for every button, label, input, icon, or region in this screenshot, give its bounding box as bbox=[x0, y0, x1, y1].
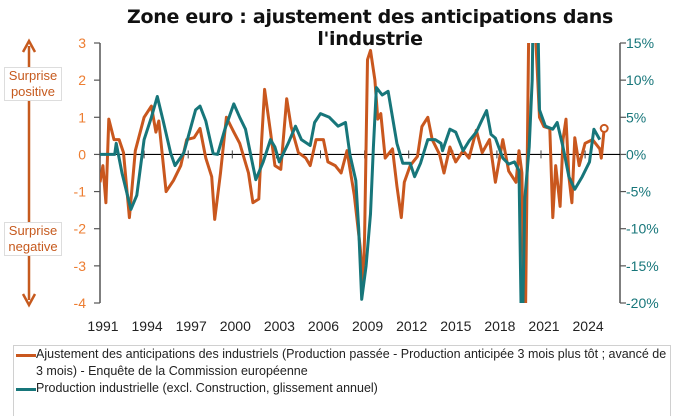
last-point-marker bbox=[599, 123, 609, 133]
right-tick-label: 0% bbox=[626, 146, 646, 162]
x-tick-label: 2024 bbox=[573, 318, 604, 334]
right-tick-label: 15% bbox=[626, 35, 654, 51]
legend-swatch-teal bbox=[16, 388, 36, 391]
x-tick-label: 2000 bbox=[220, 318, 251, 334]
left-tick-label: 1 bbox=[78, 109, 86, 125]
legend-label: Production industrielle (excl. Construct… bbox=[36, 381, 378, 395]
left-tick-label: 0 bbox=[78, 146, 86, 162]
left-tick-label: -4 bbox=[74, 295, 87, 311]
legend-swatch-orange bbox=[16, 354, 36, 357]
right-tick-label: -5% bbox=[626, 184, 651, 200]
x-tick-label: 2006 bbox=[308, 318, 339, 334]
x-tick-label: 1994 bbox=[132, 318, 163, 334]
legend-item-anticipations: Ajustement des anticipations des industr… bbox=[14, 346, 670, 380]
x-tick-label: 2015 bbox=[440, 318, 471, 334]
x-tick-label: 2009 bbox=[352, 318, 383, 334]
x-tick-label: 1997 bbox=[176, 318, 207, 334]
x-tick-label: 1991 bbox=[87, 318, 118, 334]
x-tick-label: 2012 bbox=[396, 318, 427, 334]
x-tick-label: 2021 bbox=[528, 318, 559, 334]
right-tick-label: 5% bbox=[626, 109, 646, 125]
right-tick-label: -15% bbox=[626, 258, 659, 274]
left-tick-label: 2 bbox=[78, 72, 86, 88]
left-tick-label: -1 bbox=[74, 184, 87, 200]
right-tick-label: -10% bbox=[626, 221, 659, 237]
right-tick-label: -20% bbox=[626, 295, 659, 311]
legend: Ajustement des anticipations des industr… bbox=[13, 345, 671, 416]
legend-item-production: Production industrielle (excl. Construct… bbox=[14, 380, 670, 397]
left-tick-label: 3 bbox=[78, 35, 86, 51]
left-tick-label: -2 bbox=[74, 221, 87, 237]
annotation-surprise-negative: Surprise negative bbox=[4, 222, 62, 256]
left-tick-label: -3 bbox=[74, 258, 87, 274]
chart-svg: 3 2 1 0 -1 -2 -3 -4 15% 10% 5% 0% -5% -10% -15% -20% 199… bbox=[21, 35, 659, 334]
right-tick-label: 10% bbox=[626, 72, 654, 88]
legend-label: Ajustement des anticipations des industr… bbox=[36, 347, 667, 378]
annotation-surprise-positive: Surprise positive bbox=[4, 67, 62, 101]
x-tick-label: 2003 bbox=[264, 318, 295, 334]
series-line-anticipations bbox=[100, 43, 606, 303]
chart-title: Zone euro : ajustement des anticipations… bbox=[127, 6, 613, 50]
series-line-production bbox=[100, 43, 602, 303]
x-tick-label: 2018 bbox=[484, 318, 515, 334]
